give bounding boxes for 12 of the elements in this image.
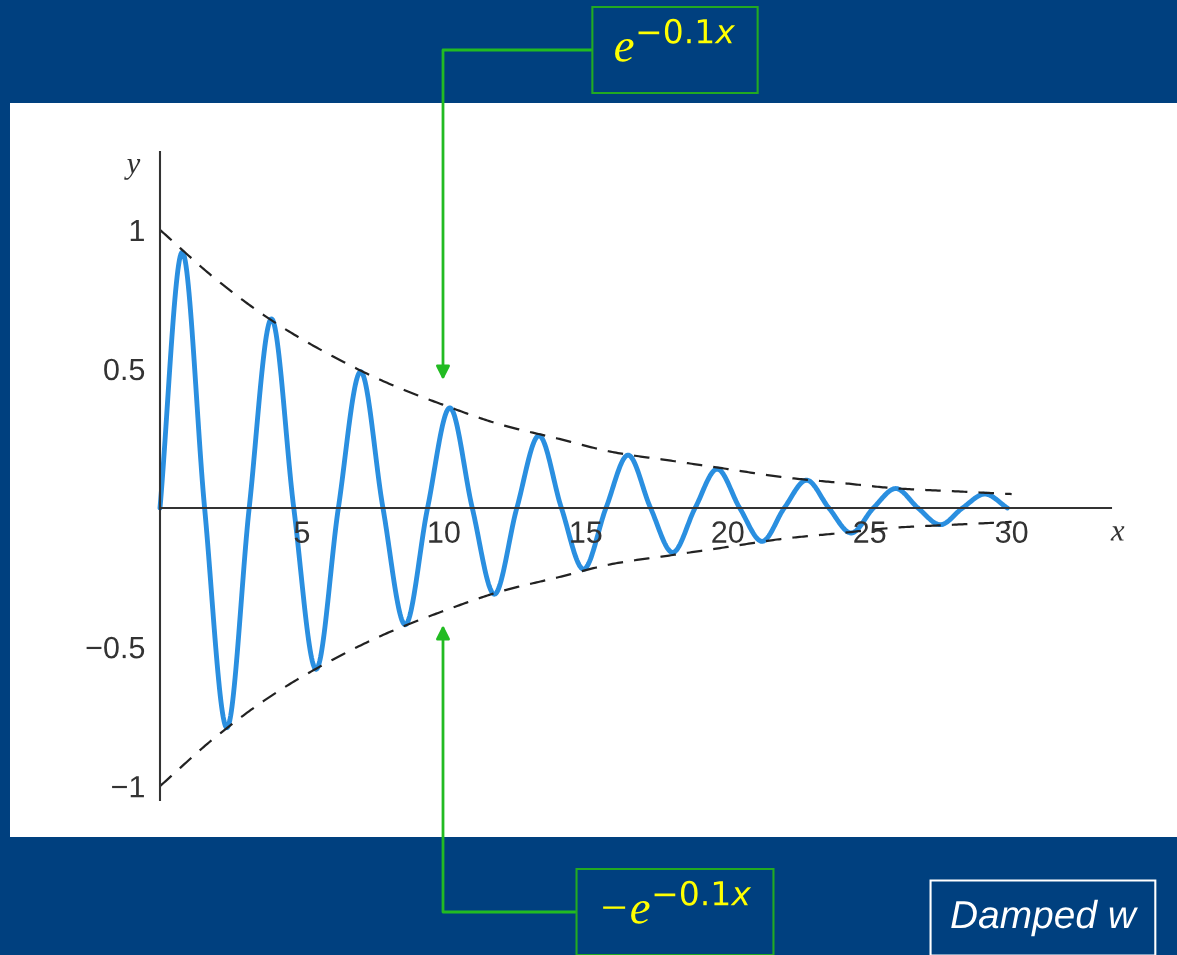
y-tick-label: 1 <box>130 219 144 241</box>
text: −e$^{−0.1x}$ <box>603 880 752 924</box>
x-tick-label: 10 <box>429 521 460 543</box>
x-tick-label: 20 <box>712 521 744 543</box>
text: e$^{−0.1x}$ <box>615 18 736 62</box>
y-tick-label: 0.5 <box>104 358 145 381</box>
y-axis-title: y <box>124 159 141 180</box>
y-tick-label: −0.5 <box>86 636 145 659</box>
y-tick-label: −1 <box>112 776 144 798</box>
text: Damped w <box>951 899 1138 937</box>
x-tick-label: 30 <box>995 521 1028 543</box>
x-axis-title: x <box>1110 526 1125 541</box>
